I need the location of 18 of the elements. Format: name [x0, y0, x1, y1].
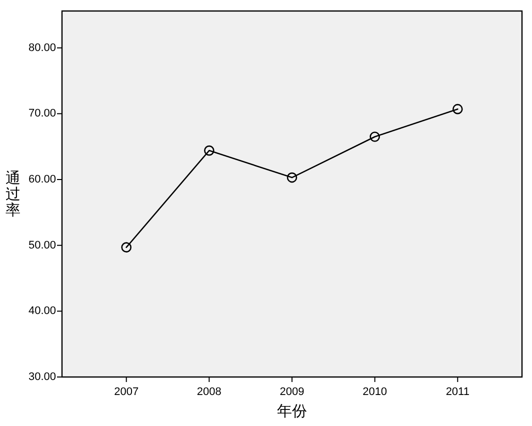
y-tick-label: 60.00 — [28, 174, 56, 186]
x-tick-label: 2011 — [446, 386, 470, 398]
x-axis-title: 年份 — [277, 402, 307, 420]
x-tick-label: 2009 — [280, 386, 304, 398]
point — [204, 145, 214, 156]
y-tick-label: 50.00 — [28, 239, 56, 252]
point — [121, 242, 132, 252]
y-axis-title: 通过率 — [6, 169, 20, 219]
point — [370, 132, 380, 142]
x-tick-label: 2010 — [362, 386, 388, 398]
y-tick-label: 30.00 — [28, 371, 56, 383]
point — [452, 104, 463, 114]
point — [286, 172, 298, 183]
y-tick-label: 70.00 — [28, 108, 56, 120]
x-tick-label: 2008 — [196, 386, 222, 398]
y-tick-label: 40.00 — [28, 305, 56, 318]
y-tick-label: 80.00 — [28, 42, 56, 54]
x-tick-label: 2007 — [114, 386, 139, 398]
